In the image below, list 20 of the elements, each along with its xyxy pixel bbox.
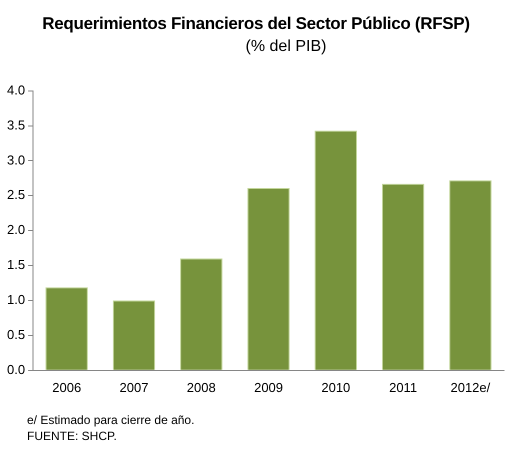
source-note: FUENTE: SHCP.: [27, 428, 118, 444]
text: e/ Estimado para cierre de año.: [27, 412, 194, 428]
x-tick-label: 2008: [186, 380, 216, 395]
y-tick-label: 3.0: [6, 152, 26, 168]
chart-subtitle: (% del PIB): [244, 38, 328, 56]
x-tick-label: 2006: [52, 380, 82, 395]
y-tick-label: 2.5: [6, 187, 26, 202]
x-tick-label: 2009: [254, 380, 283, 395]
y-tick-label: 1.0: [6, 292, 26, 308]
y-tick-label: 3.5: [6, 117, 26, 132]
x-tick-label: 2007: [120, 380, 148, 395]
y-tick-label: 1.5: [6, 257, 26, 272]
x-tick-label: 2010: [321, 380, 350, 395]
x-tick-label: 2012e/: [450, 380, 491, 395]
y-tick-label: 0.5: [6, 327, 26, 342]
chart-title: Requerimientos Financieros del Sector Público (RFSP): [41, 14, 471, 34]
y-tick-label: 2.0: [6, 222, 26, 238]
y-tick-label: 4.0: [6, 82, 26, 98]
y-tick-label: 0.0: [6, 362, 26, 377]
x-tick-label: 2011: [389, 380, 418, 395]
